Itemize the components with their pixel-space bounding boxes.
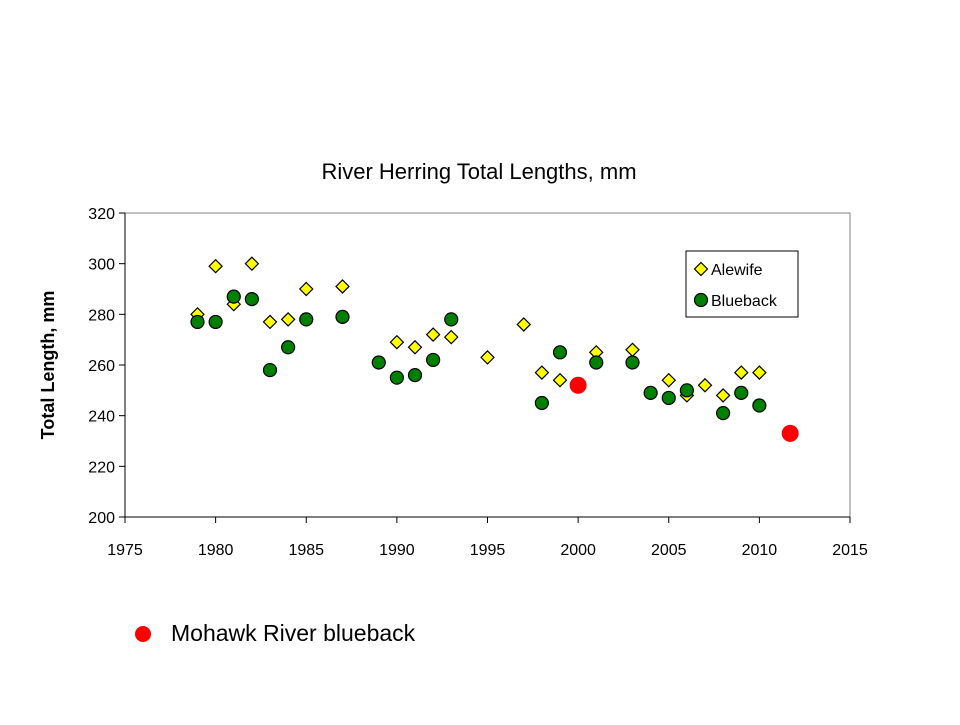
y-tick-label: 220	[88, 459, 115, 476]
blueback-point	[190, 314, 205, 330]
blueback-point	[716, 406, 731, 421]
y-tick-label: 260	[88, 358, 115, 375]
mohawk-annotation-label: Mohawk River blueback	[171, 620, 416, 646]
x-tick-label: 2015	[832, 542, 868, 559]
legend: Alewife Blueback	[685, 250, 799, 318]
y-tick-label: 200	[88, 510, 115, 527]
alewife-point	[262, 314, 278, 330]
blueback-point	[426, 352, 441, 368]
blueback-point	[679, 383, 694, 398]
alewife-point	[244, 256, 260, 272]
alewife-point	[715, 388, 731, 403]
alewife-point	[407, 339, 423, 355]
alewife-point	[752, 365, 767, 380]
alewife-point	[280, 312, 296, 327]
x-tick-label: 2000	[560, 542, 596, 559]
blueback-point	[244, 292, 259, 307]
alewife-point	[697, 377, 713, 393]
y-axis-label: Total Length, mm	[38, 291, 58, 440]
alewife-point	[661, 372, 677, 388]
alewife-point	[298, 281, 314, 297]
y-tick-label: 240	[88, 409, 115, 426]
blueback-point	[625, 355, 640, 370]
x-tick-label: 2010	[742, 542, 778, 559]
red-dot-icon	[135, 625, 151, 642]
alewife-point	[534, 365, 550, 380]
blueback-point	[444, 312, 459, 327]
blueback-point	[589, 355, 604, 370]
blueback-point	[299, 312, 314, 327]
blueback-point	[552, 345, 568, 360]
blueback-point	[661, 390, 676, 406]
mohawk-annotation: Mohawk River blueback	[135, 620, 415, 647]
x-tick-label: 1985	[288, 542, 324, 559]
alewife-legend-label: Alewife	[711, 262, 763, 279]
chart-title: River Herring Total Lengths, mm	[321, 159, 636, 184]
blueback-point	[389, 370, 404, 385]
mohawk-river-blueback-point	[569, 376, 587, 394]
alewife-point	[335, 279, 350, 294]
blueback-point	[262, 362, 278, 378]
alewife-point	[208, 258, 223, 274]
blueback-point	[752, 398, 767, 413]
x-tick-label: 1995	[470, 542, 506, 559]
data-marks	[190, 256, 799, 442]
blueback-legend-marker	[693, 292, 709, 308]
blueback-point	[335, 309, 350, 324]
x-tick-label: 1980	[198, 542, 234, 559]
blueback-point	[371, 355, 386, 370]
alewife-legend-marker	[693, 261, 709, 277]
alewife-point	[425, 327, 441, 342]
blueback-legend-label: Blueback	[711, 293, 778, 310]
x-tick-label: 1975	[107, 542, 143, 559]
blueback-point	[643, 385, 658, 400]
alewife-point	[733, 365, 749, 380]
blueback-point	[226, 289, 241, 304]
y-tick-label: 300	[88, 257, 115, 274]
blueback-point	[407, 368, 423, 383]
x-tick-label: 1990	[379, 542, 415, 559]
x-tick-label: 2005	[651, 542, 687, 559]
axes: 200 220 240 260 280 300 320 1975 1980 1985 1990 199…	[88, 206, 868, 559]
y-tick-label: 320	[88, 206, 115, 223]
blueback-point	[281, 340, 296, 355]
blueback-point	[534, 395, 549, 411]
blueback-point	[208, 314, 223, 330]
y-tick-label: 280	[88, 307, 115, 324]
mohawk-river-blueback-point	[781, 424, 799, 442]
alewife-point	[443, 329, 459, 345]
alewife-point	[516, 317, 532, 332]
alewife-point	[389, 334, 405, 350]
alewife-point	[552, 372, 568, 388]
blueback-point	[734, 385, 749, 400]
alewife-point	[480, 350, 495, 365]
